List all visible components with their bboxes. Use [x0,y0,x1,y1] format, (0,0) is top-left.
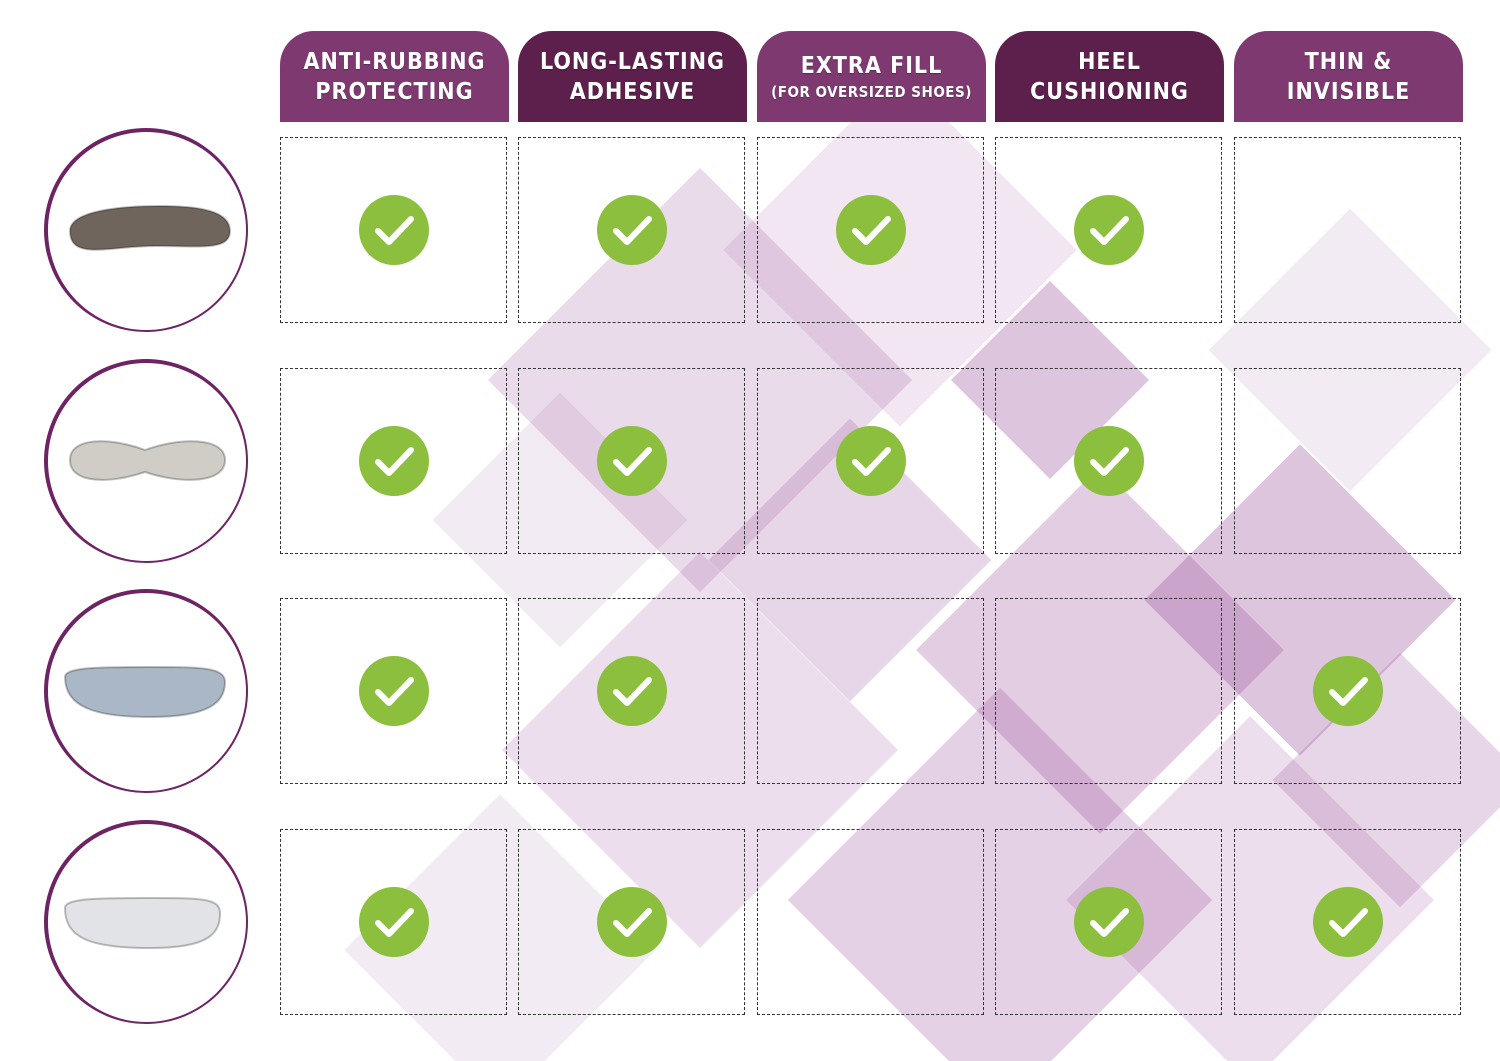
header-line-1: HEEL [1078,48,1141,75]
feature-cell [280,829,507,1015]
feature-cell [280,137,507,323]
header-line-2: INVISIBLE [1286,78,1411,105]
column-header: HEEL CUSHIONING [995,31,1224,122]
feature-cell [1234,137,1461,323]
feature-cell [757,368,984,554]
heel-pad-shape [68,204,232,251]
check-circle-icon [1073,195,1144,265]
check-circle-icon [596,195,667,265]
column-header: LONG-LASTING ADHESIVE [518,31,747,122]
header-line-2: PROTECTING [315,78,474,105]
feature-cell [757,598,984,784]
feature-cell [995,137,1222,323]
feature-cell [518,598,745,784]
header-line-2: (FOR OVERSIZED SHOES) [771,82,972,101]
feature-cell [518,368,745,554]
heel-pad-shape [63,897,222,950]
column-header: THIN & INVISIBLE [1234,31,1463,122]
heel-pad-shape [68,440,227,481]
feature-cell [518,829,745,1015]
product-image [44,589,248,793]
check-circle-icon [596,656,667,726]
feature-cell [995,829,1222,1015]
feature-cell [1234,368,1461,554]
feature-cell [1234,829,1461,1015]
check-circle-icon [596,426,667,496]
check-circle-icon [835,195,906,265]
check-circle-icon [1312,656,1383,726]
header-line-1: THIN & [1304,48,1393,75]
feature-cell [280,598,507,784]
check-circle-icon [835,426,906,496]
header-line-1: ANTI-RUBBING [303,48,486,75]
product-image [44,359,248,563]
header-line-2: CUSHIONING [1030,78,1189,105]
feature-cell [757,137,984,323]
column-header: EXTRA FILL (FOR OVERSIZED SHOES) [757,31,986,122]
heel-pad-shape [63,666,227,719]
header-line-1: LONG-LASTING [539,48,726,75]
feature-cell [995,368,1222,554]
feature-cell [280,368,507,554]
feature-cell [1234,598,1461,784]
feature-cell [757,829,984,1015]
check-circle-icon [1312,887,1383,957]
check-circle-icon [1073,426,1144,496]
check-circle-icon [358,887,429,957]
check-circle-icon [1073,887,1144,957]
header-line-1: EXTRA FILL [800,52,943,79]
check-circle-icon [358,426,429,496]
product-image [44,128,248,332]
header-line-2: ADHESIVE [569,78,696,105]
check-circle-icon [358,195,429,265]
product-image [44,820,248,1024]
check-circle-icon [358,656,429,726]
column-header: ANTI-RUBBING PROTECTING [280,31,509,122]
check-circle-icon [596,887,667,957]
feature-cell [518,137,745,323]
feature-cell [995,598,1222,784]
